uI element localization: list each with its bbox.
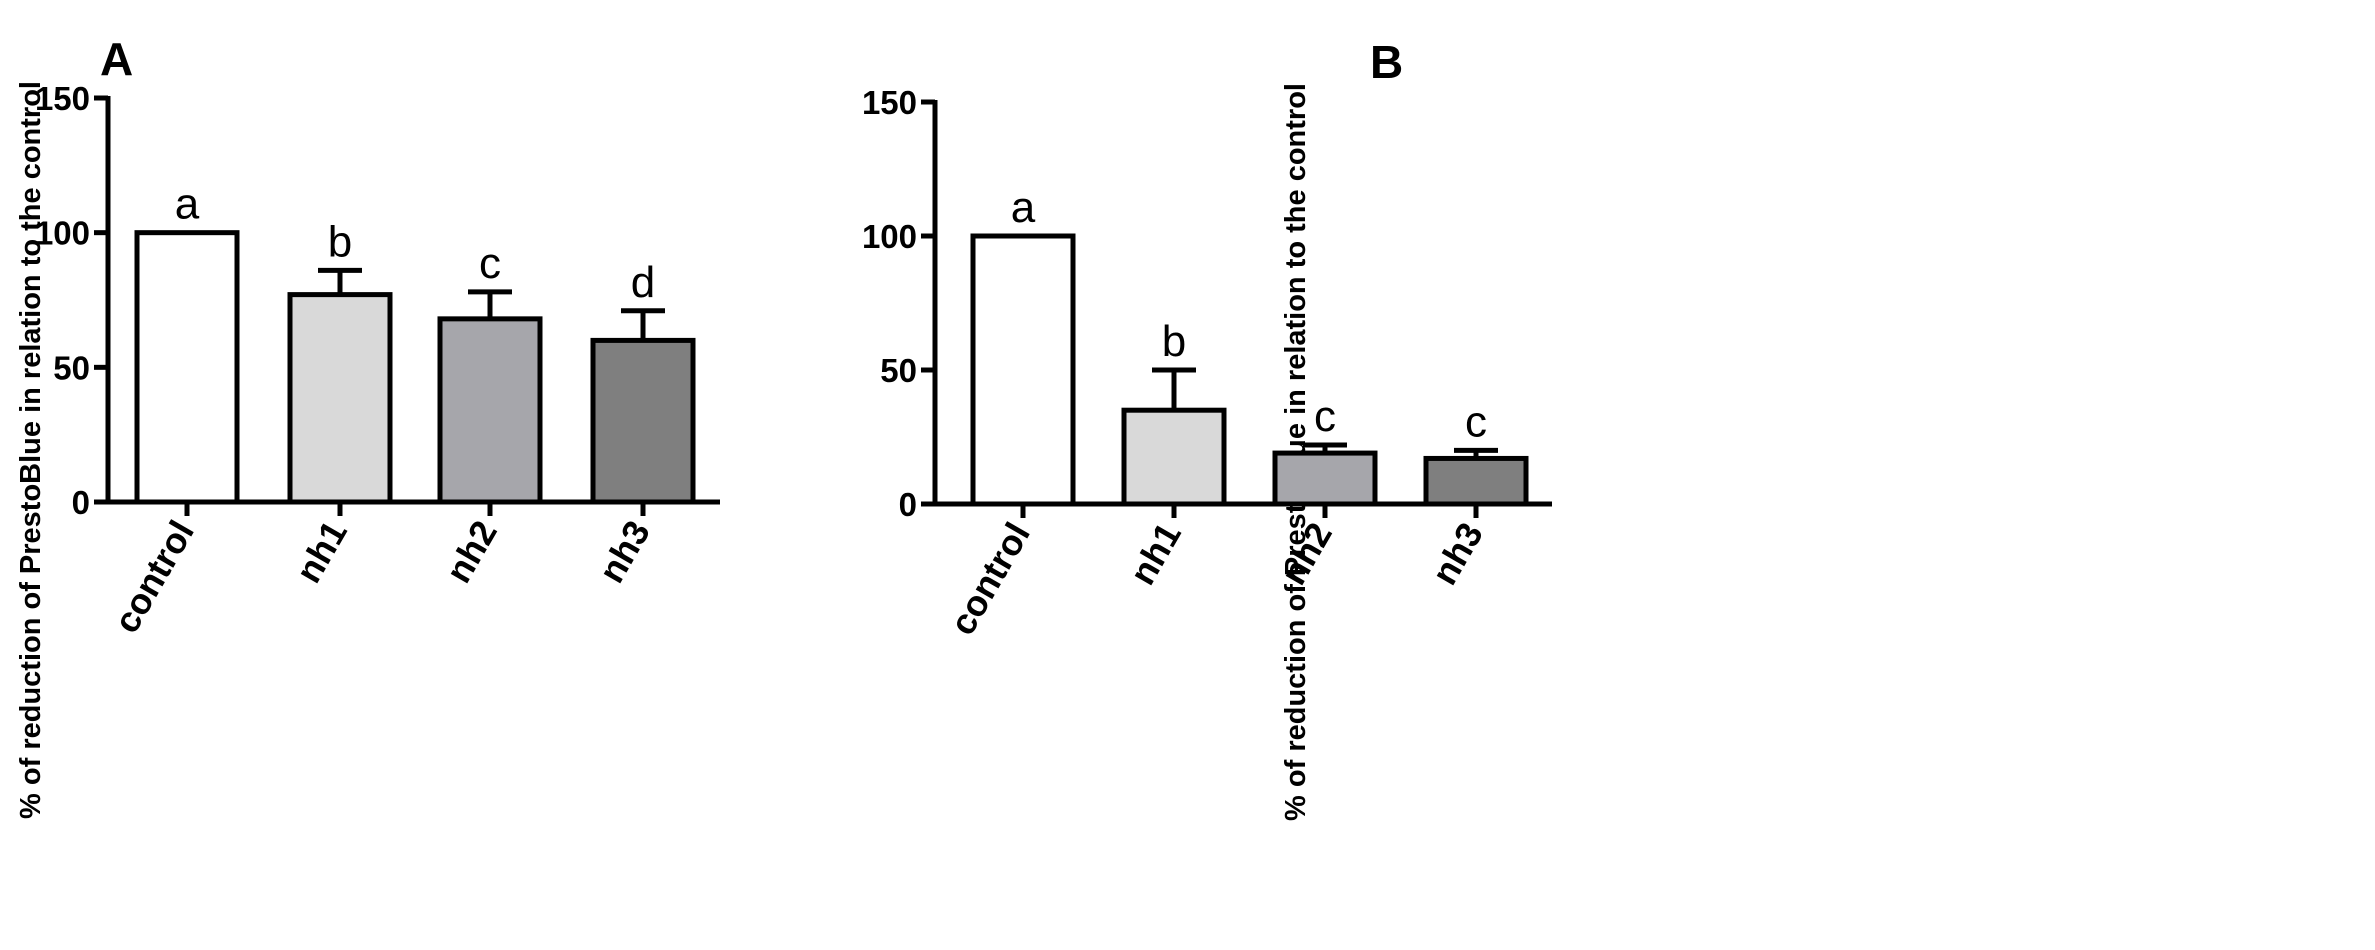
panel-a-significance-nh1: b: [328, 217, 352, 266]
panel-b: B % of reduction of PrestoBlue in relati…: [862, 36, 1552, 821]
panel-a-significance-nh3: d: [631, 258, 655, 307]
panel-b-category-label-control: control: [941, 516, 1038, 642]
panel-a-significance-nh2: c: [479, 239, 501, 288]
panel-a-y-tick-label: 150: [35, 80, 90, 117]
panel-a-y-tick-label: 0: [72, 484, 90, 521]
panel-a-y-axis-label: % of reduction of PrestoBlue in relation…: [15, 81, 47, 819]
panel-a-letter: A: [100, 33, 133, 85]
panel-b-significance-nh3: c: [1465, 397, 1487, 446]
panel-b-y-tick-label: 100: [862, 218, 917, 255]
panel-b-bar-nh3: [1423, 455, 1529, 507]
panel-a-bar-nh3: [590, 337, 696, 505]
panel-b-bar-nh2: [1272, 450, 1378, 507]
panel-b-y-tick-label: 150: [862, 84, 917, 121]
panel-a: A % of reduction of PrestoBlue in relati…: [15, 33, 720, 819]
panel-a-category-label-nh3: nh3: [590, 514, 658, 590]
panel-a-bar-control: [134, 230, 240, 505]
panel-b-category-label-nh1: nh1: [1121, 516, 1189, 592]
panel-a-category-label-nh2: nh2: [437, 514, 505, 590]
panel-b-significance-control: a: [1011, 183, 1036, 232]
panel-b-y-tick-label: 0: [899, 486, 917, 523]
panel-b-y-tick-label: 50: [880, 352, 917, 389]
panel-b-category-label-nh3: nh3: [1423, 516, 1491, 592]
panel-b-significance-nh1: b: [1162, 317, 1186, 366]
panel-a-bar-nh2: [437, 316, 543, 505]
panel-b-bar-nh1: [1121, 407, 1227, 507]
panel-b-letter: B: [1370, 36, 1403, 88]
panel-a-bar-nh1: [287, 292, 393, 505]
panel-b-bar-control: [970, 233, 1076, 507]
panel-a-plot: 0 50 100 150 a control b nh1 c nh2 d nh3: [35, 80, 720, 640]
panel-a-y-tick-label: 100: [35, 215, 90, 252]
panel-a-significance-control: a: [175, 180, 200, 229]
panel-a-category-label-nh1: nh1: [287, 514, 355, 590]
panel-b-significance-nh2: c: [1314, 392, 1336, 441]
panel-a-category-label-control: control: [105, 514, 202, 640]
panel-a-y-tick-label: 50: [53, 349, 90, 386]
